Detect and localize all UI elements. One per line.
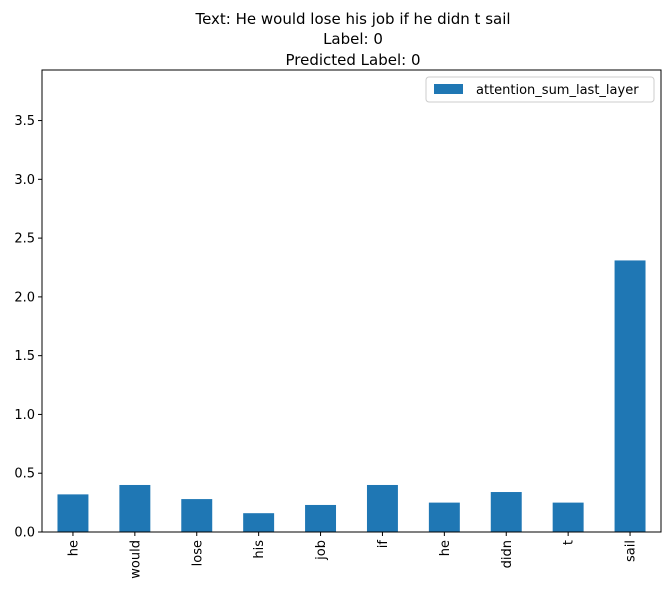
y-tick-label: 3.5 (14, 114, 35, 129)
y-tick-label: 2.0 (14, 290, 35, 305)
x-tick-label: his (252, 540, 267, 559)
x-tick-label: he (66, 540, 81, 556)
legend: attention_sum_last_layer (425, 76, 655, 103)
x-tick-label: lose (190, 540, 205, 566)
bar-he-6 (428, 502, 460, 532)
legend-swatch (434, 84, 463, 94)
bar-didn-7 (490, 492, 522, 532)
x-tick-label: he (438, 540, 453, 556)
bar-his-3 (243, 513, 275, 532)
chart-title-line-2: Label: 0 (323, 30, 383, 48)
bar-would-1 (119, 484, 151, 532)
x-tick-label: would (128, 540, 143, 579)
y-tick-label: 0.0 (14, 526, 35, 541)
chart-title: Text: He would lose his job if he didn t… (194, 10, 510, 69)
y-axis: 0.0 0.5 1.0 1.5 2.0 2.5 3.0 3.5 (14, 114, 42, 541)
plot-frame (41, 69, 662, 533)
y-tick-label: 1.0 (14, 408, 35, 423)
bar-he-0 (57, 494, 89, 532)
x-tick-label: if (376, 540, 391, 549)
y-tick-label: 3.0 (14, 173, 35, 188)
bars (57, 260, 646, 532)
x-tick-label: t (562, 540, 577, 545)
bar-job-4 (305, 504, 337, 532)
y-tick-label: 2.5 (14, 232, 35, 247)
x-tick-label: job (314, 540, 329, 561)
y-tick-label: 0.5 (14, 467, 35, 482)
x-tick-label: didn (500, 540, 515, 568)
legend-box (425, 76, 655, 103)
legend-label: attention_sum_last_layer (476, 83, 639, 98)
x-tick-label: sail (624, 540, 639, 562)
chart-title-line-1: Text: He would lose his job if he didn t… (194, 10, 510, 28)
bar-t-8 (552, 502, 584, 532)
bar-if-5 (366, 484, 398, 532)
bar-sail-9 (614, 260, 646, 532)
x-axis: he would lose his job if he didn t sail (66, 532, 639, 579)
y-tick-label: 1.5 (14, 349, 35, 364)
chart-title-line-3: Predicted Label: 0 (285, 51, 420, 69)
bar-lose-2 (181, 499, 213, 532)
